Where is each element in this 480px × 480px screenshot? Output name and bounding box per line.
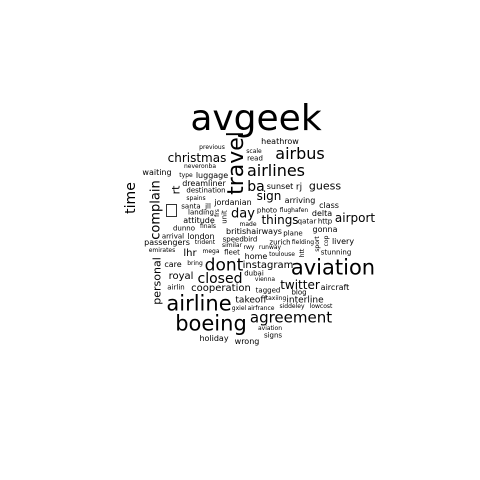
word-attitude: attitude bbox=[183, 216, 215, 225]
word-speedbird: speedbird bbox=[222, 235, 258, 244]
word-taxiing: taxiing bbox=[265, 295, 287, 302]
word-jll: jll bbox=[205, 202, 211, 211]
word-holiday: holiday bbox=[199, 334, 229, 343]
word-rj: rj bbox=[295, 182, 303, 193]
word-waiting: waiting bbox=[142, 168, 172, 177]
word-dreamliner: dreamliner bbox=[182, 179, 226, 188]
word-interline: interline bbox=[286, 295, 324, 306]
word-runway: runway bbox=[258, 244, 282, 251]
word-lhr: lhr bbox=[183, 248, 197, 259]
word-london: london bbox=[187, 232, 215, 241]
word-siddeley: siddeley bbox=[279, 303, 305, 310]
word-similar: similar bbox=[221, 242, 243, 249]
word-christmas: christmas bbox=[167, 151, 227, 165]
word-time: time bbox=[123, 182, 139, 214]
word-finals: finals bbox=[199, 223, 217, 230]
word-unit: unit bbox=[220, 210, 229, 224]
word-santa: santa bbox=[181, 202, 201, 211]
word-day: day bbox=[231, 206, 255, 222]
word-aviation-small: aviation bbox=[257, 325, 283, 332]
word-cop: cop bbox=[323, 235, 330, 247]
word-toulouse: toulouse bbox=[269, 251, 295, 258]
word-cooperation: cooperation bbox=[191, 283, 251, 294]
word-travel: travel bbox=[224, 131, 249, 195]
word-destination: destination bbox=[186, 186, 226, 195]
word-royal: royal bbox=[168, 271, 194, 282]
word-dunno: dunno bbox=[172, 224, 196, 233]
word-livery: livery bbox=[331, 237, 355, 246]
word-airfrance: airfrance bbox=[247, 305, 275, 312]
word-sunset: sunset bbox=[266, 182, 294, 191]
word-read: read bbox=[247, 154, 263, 163]
word-things: things bbox=[261, 213, 299, 227]
word-takeoff: takeoff bbox=[235, 295, 267, 306]
word-made: made bbox=[239, 221, 257, 228]
word-rt: rt bbox=[169, 185, 183, 195]
word-vienna: vienna bbox=[254, 276, 276, 283]
word-dubai: dubai bbox=[244, 269, 264, 278]
word-airbus: airbus bbox=[275, 144, 325, 163]
word-landing: landing bbox=[188, 208, 214, 217]
word-blog: blog bbox=[291, 288, 307, 297]
word-plane: plane bbox=[283, 229, 303, 238]
word-rwy: rwy bbox=[243, 244, 255, 251]
word-gxiel: gxiel bbox=[231, 305, 247, 312]
word-scale: scale bbox=[246, 148, 262, 155]
word-signs: signs bbox=[263, 331, 283, 340]
word-sign: sign bbox=[256, 189, 282, 203]
word-complain: complain bbox=[148, 180, 164, 240]
word-wrong: wrong bbox=[234, 337, 260, 346]
word-airline: airline bbox=[166, 291, 232, 316]
word-mega: mega bbox=[202, 248, 220, 255]
word-arriving: arriving bbox=[284, 196, 316, 205]
word-bring: bring bbox=[187, 260, 203, 267]
word-delta: delta bbox=[311, 209, 333, 218]
word-type: type bbox=[179, 172, 193, 179]
word-heathrow: heathrow bbox=[261, 137, 299, 146]
word-britishairways: britishairways bbox=[226, 227, 282, 236]
word-previous: previous bbox=[199, 144, 225, 151]
word-agreement: agreement bbox=[249, 308, 333, 327]
word-airlines: airlines bbox=[246, 161, 306, 180]
word-airport: airport bbox=[334, 211, 376, 225]
word-lowcost: lowcost bbox=[309, 303, 333, 310]
word-tagged: tagged bbox=[255, 286, 281, 295]
word-photo: photo bbox=[256, 206, 278, 215]
word-airlin: airlin bbox=[167, 283, 185, 292]
word-stunning: stunning bbox=[320, 248, 352, 257]
word-closed: closed bbox=[197, 271, 243, 287]
word-spains: spains bbox=[186, 195, 206, 202]
word-jordanian: jordanian bbox=[214, 198, 252, 207]
word-aircraft: aircraft bbox=[320, 283, 350, 292]
word-qatar: qatar bbox=[297, 217, 317, 226]
word-avgeek: avgeek bbox=[190, 98, 322, 139]
word-care: care bbox=[164, 260, 182, 269]
word-fielding: fielding bbox=[291, 239, 315, 246]
word-fleet: fleet bbox=[224, 248, 240, 257]
word-home: home bbox=[244, 252, 268, 261]
word-gonna: gonna bbox=[312, 225, 338, 234]
word-zurich: zurich bbox=[269, 238, 291, 247]
word-arrival: arrival bbox=[161, 232, 185, 241]
word-emirates: emirates bbox=[148, 247, 176, 254]
word-instagram: instagram bbox=[242, 260, 294, 271]
word-flughafen: flughafen bbox=[279, 207, 309, 214]
word-guess: guess bbox=[308, 179, 342, 193]
word-passengers: passengers bbox=[144, 238, 190, 247]
word-luggage: luggage bbox=[195, 171, 229, 180]
word-class: class bbox=[319, 201, 339, 210]
word-trident: trident bbox=[194, 239, 216, 246]
word-ba: ba bbox=[247, 179, 265, 195]
word-http: http bbox=[317, 217, 333, 226]
word-twitter: twitter bbox=[280, 278, 320, 292]
word-neveronba: neveronba bbox=[183, 163, 217, 170]
word-aviation: aviation bbox=[290, 255, 376, 280]
word-boeing: boeing bbox=[175, 311, 247, 336]
word-personal: personal bbox=[150, 257, 164, 305]
missing-glyph-box bbox=[166, 204, 177, 217]
word-dont: dont bbox=[204, 255, 244, 276]
